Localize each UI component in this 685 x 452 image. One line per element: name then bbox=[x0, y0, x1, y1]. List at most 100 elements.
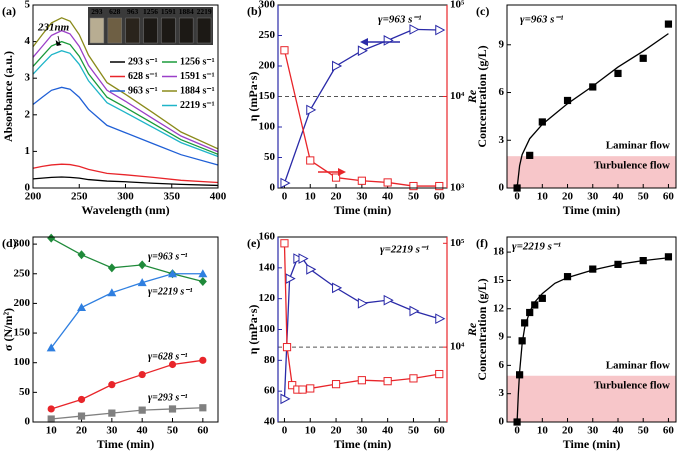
marker bbox=[138, 260, 147, 270]
y-tick-label: 4 bbox=[25, 35, 31, 47]
marker bbox=[639, 54, 647, 62]
marker bbox=[306, 264, 317, 275]
marker bbox=[357, 176, 366, 185]
panel-label: (b) bbox=[247, 4, 262, 18]
marker bbox=[137, 278, 147, 287]
marker bbox=[357, 297, 368, 309]
marker bbox=[563, 273, 572, 281]
x-tick-label: 10 bbox=[305, 425, 317, 437]
marker bbox=[47, 233, 56, 243]
y-tick-label: 0 bbox=[25, 182, 31, 194]
marker bbox=[383, 35, 394, 46]
annotation: γ=963 s⁻¹ bbox=[378, 14, 421, 26]
x-axis-label: Time (min) bbox=[334, 437, 391, 451]
annotation: γ=963 s⁻¹ bbox=[520, 14, 563, 26]
marker bbox=[614, 69, 622, 78]
plot-frame bbox=[506, 236, 677, 423]
x-tick-label: 60 bbox=[434, 425, 446, 437]
vial bbox=[179, 17, 194, 44]
vial bbox=[161, 17, 176, 44]
y2-tick-label: 10⁴ bbox=[450, 341, 465, 353]
marker bbox=[664, 20, 673, 28]
plot-frame bbox=[32, 236, 219, 423]
marker bbox=[435, 24, 446, 36]
y-tick-label: 140 bbox=[259, 261, 276, 273]
y-tick-label: 40 bbox=[264, 416, 276, 428]
x-tick-label: 350 bbox=[164, 191, 181, 203]
marker bbox=[46, 343, 56, 352]
legend-label: 1591 s⁻¹ bbox=[180, 71, 215, 82]
y-tick-label: 15 bbox=[493, 274, 505, 286]
y-tick-label: 50 bbox=[264, 151, 276, 163]
marker bbox=[280, 239, 289, 248]
y-tick-label: 6 bbox=[499, 359, 505, 371]
marker bbox=[526, 308, 534, 317]
legend-label: 1256 s⁻¹ bbox=[180, 56, 215, 67]
band-label: Turbulence flow bbox=[594, 379, 670, 391]
marker bbox=[280, 393, 291, 405]
x-tick-label: 40 bbox=[382, 425, 394, 437]
marker bbox=[516, 371, 524, 379]
arrow-head bbox=[338, 168, 346, 176]
y-tick-label: 160 bbox=[259, 231, 276, 243]
x-tick-label: 60 bbox=[434, 191, 446, 203]
y-tick-label: 150 bbox=[259, 90, 276, 102]
marker bbox=[409, 305, 420, 317]
x-tick-label: 50 bbox=[408, 425, 420, 437]
series-line bbox=[516, 257, 669, 423]
marker bbox=[306, 156, 315, 165]
panel-label: (c) bbox=[476, 4, 489, 18]
y-tick-label: 250 bbox=[259, 29, 276, 41]
series-label: γ=2219 s⁻¹ bbox=[148, 286, 193, 297]
marker bbox=[282, 343, 292, 352]
x-tick-label: 60 bbox=[197, 425, 209, 437]
y-tick-label: 60 bbox=[264, 385, 276, 397]
annotation: 231nm bbox=[37, 22, 70, 34]
marker bbox=[383, 178, 392, 187]
x-tick-label: 0 bbox=[514, 425, 520, 437]
legend-label: 293 s⁻¹ bbox=[128, 56, 158, 67]
series-line bbox=[32, 163, 219, 184]
marker bbox=[47, 415, 55, 423]
turbulence-band bbox=[507, 375, 676, 422]
x-tick-label: 250 bbox=[71, 191, 88, 203]
inset-label: 1256 bbox=[143, 7, 158, 16]
marker bbox=[77, 395, 86, 404]
y-tick-label: 120 bbox=[259, 292, 276, 304]
x-axis-label: Wavelength (nm) bbox=[81, 203, 169, 217]
marker bbox=[538, 118, 546, 126]
y2-axis-label: Re bbox=[465, 89, 479, 104]
marker bbox=[138, 370, 146, 379]
x-axis-label: Time (min) bbox=[97, 437, 154, 451]
x-tick-label: 50 bbox=[408, 191, 420, 203]
marker bbox=[306, 104, 317, 116]
plot-frame bbox=[32, 4, 219, 189]
y-tick-label: 9 bbox=[499, 331, 505, 343]
y-tick-label: 1 bbox=[25, 145, 31, 157]
y-tick-label: 18 bbox=[493, 246, 505, 258]
x-tick-label: 30 bbox=[356, 191, 368, 203]
x-tick-label: 40 bbox=[382, 191, 394, 203]
x-tick-label: 10 bbox=[537, 191, 549, 203]
marker bbox=[383, 294, 394, 306]
x-tick-label: 30 bbox=[587, 425, 599, 437]
panel-label: (a) bbox=[2, 4, 16, 18]
y-tick-label: 6 bbox=[499, 86, 505, 98]
marker bbox=[306, 384, 315, 393]
inset-label: 963 bbox=[127, 7, 139, 16]
vial bbox=[196, 17, 212, 44]
marker bbox=[168, 405, 177, 413]
series-line bbox=[32, 17, 219, 150]
marker bbox=[168, 269, 178, 278]
marker bbox=[168, 360, 177, 369]
marker bbox=[285, 273, 296, 284]
marker bbox=[288, 381, 297, 390]
y-tick-label: 300 bbox=[14, 238, 31, 250]
series-line bbox=[283, 257, 440, 399]
marker bbox=[298, 385, 307, 394]
vial bbox=[89, 17, 105, 44]
marker bbox=[435, 369, 444, 379]
x-tick-label: 200 bbox=[25, 191, 42, 203]
x-tick-label: 40 bbox=[612, 191, 624, 203]
